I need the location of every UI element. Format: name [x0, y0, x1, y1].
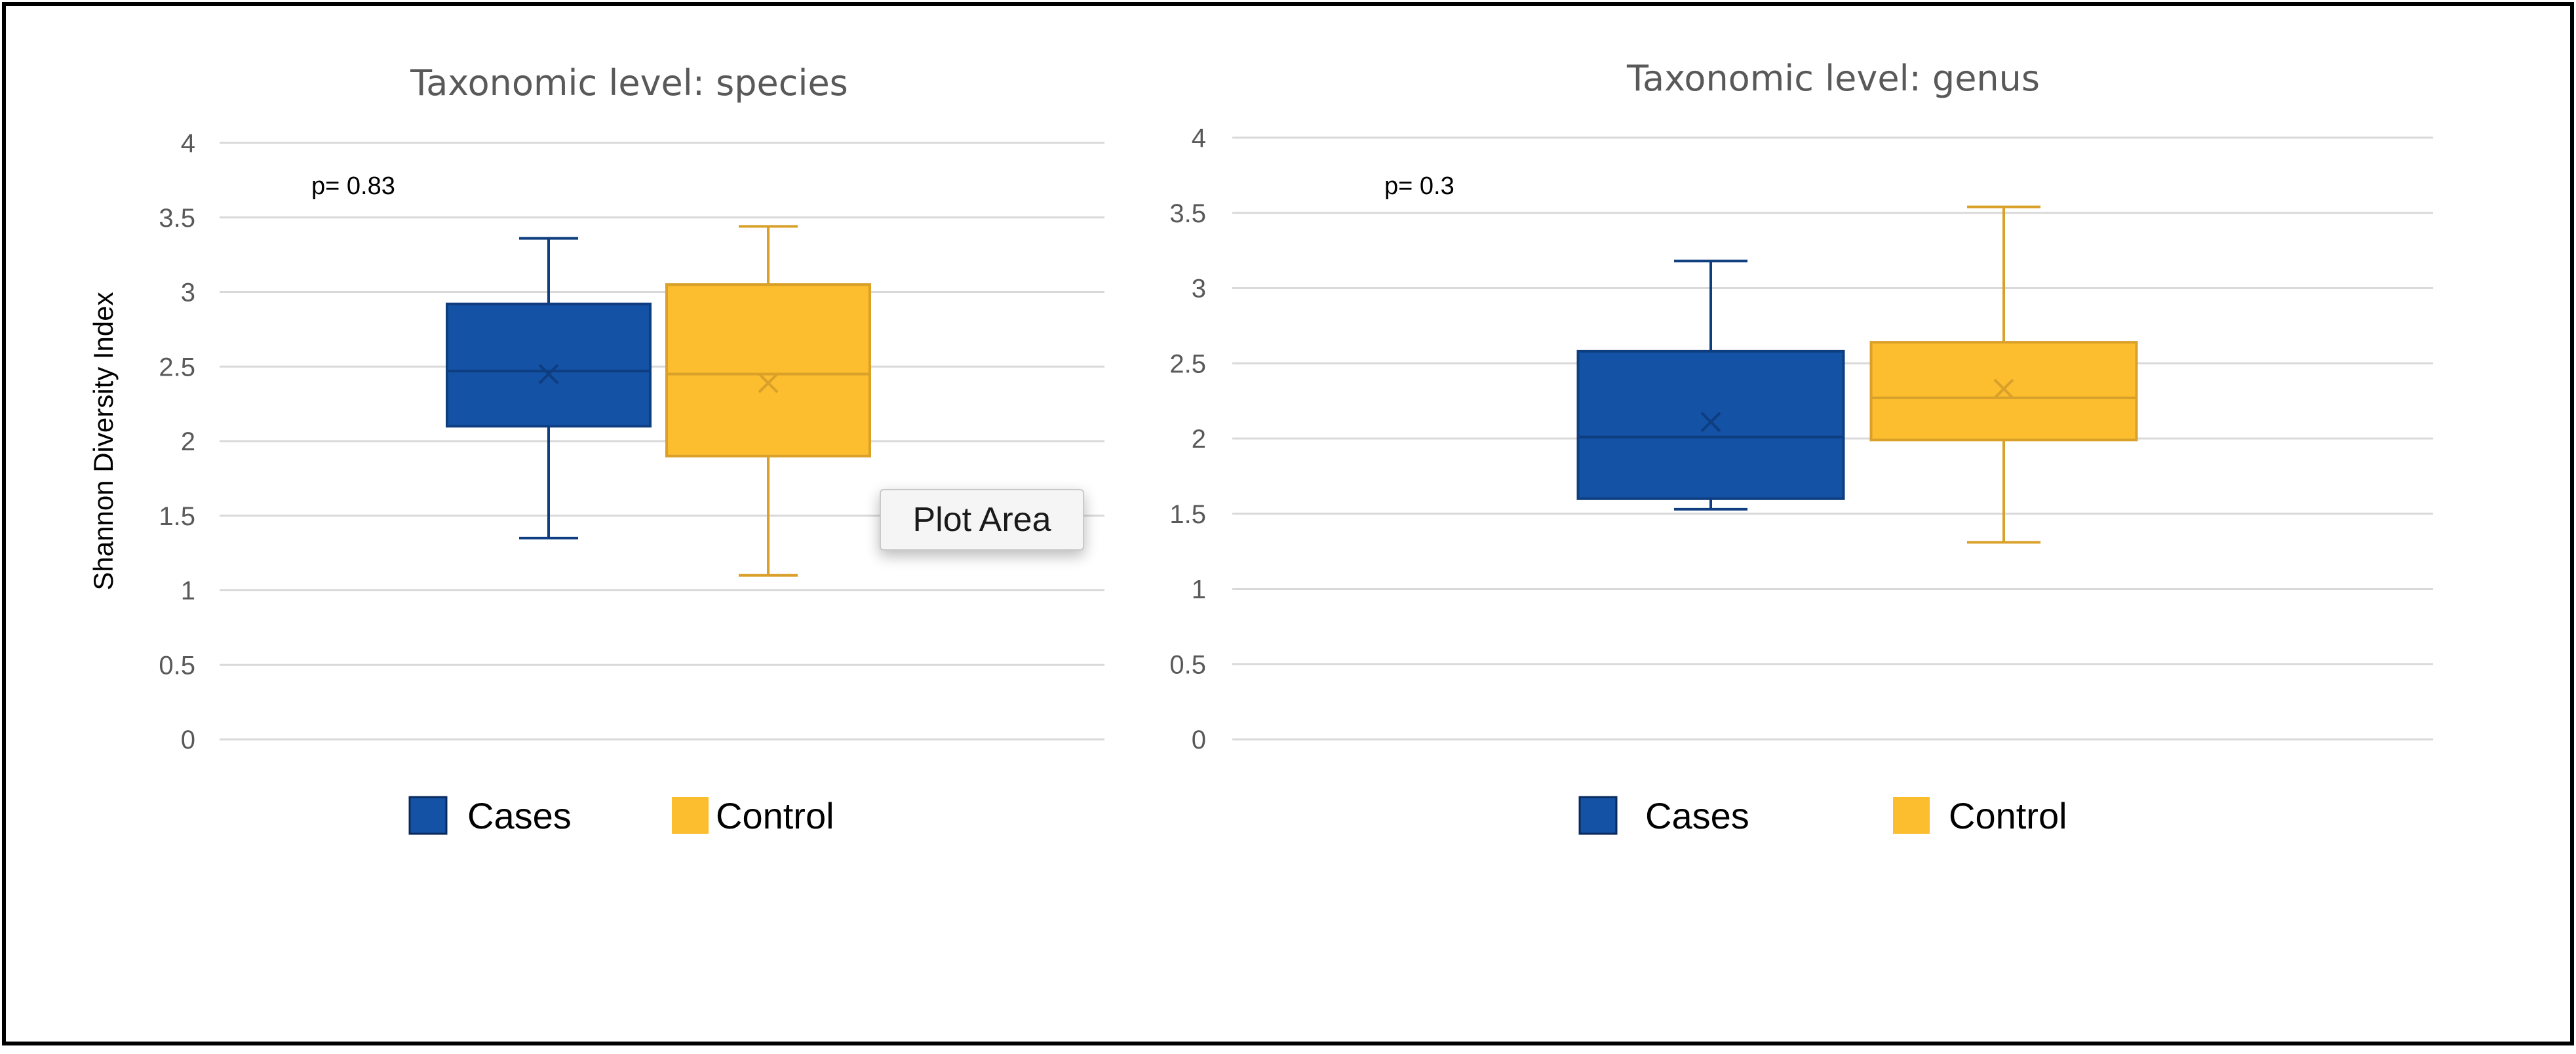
y-tick-label: 0 — [1192, 726, 1206, 754]
legend-swatch-cases — [408, 796, 448, 835]
y-tick-label: 3.5 — [159, 204, 195, 233]
y-tick-label: 2.5 — [1169, 349, 1206, 378]
legend-label-cases: Cases — [467, 795, 572, 836]
y-tick-label: 1 — [1192, 576, 1206, 604]
y-tick-label: 4 — [1192, 124, 1206, 153]
y-tick-label: 3 — [1192, 275, 1206, 303]
series-control-mean-marker — [758, 372, 779, 393]
series-cases-mean-marker — [538, 364, 559, 385]
legend-label-control: Control — [716, 795, 834, 836]
series-cases-box — [1576, 349, 1845, 500]
y-tick-label: 2.5 — [159, 353, 195, 381]
y-tick-label: 3.5 — [1169, 199, 1206, 228]
legend-swatch-cases — [1578, 796, 1618, 835]
y-tick-label: 1.5 — [159, 502, 195, 531]
series-control-box — [665, 283, 871, 458]
series-cases-box — [446, 302, 652, 428]
series-control-box — [1869, 341, 2138, 442]
legend-label-cases: Cases — [1645, 795, 1749, 836]
y-tick-label: 2 — [1192, 425, 1206, 454]
chart-title: Taxonomic level: species — [410, 62, 848, 104]
plot-area-tooltip: Plot Area — [880, 489, 1084, 551]
y-tick-label: 1 — [181, 577, 195, 606]
legend-swatch-control — [672, 797, 709, 834]
series-control-mean-marker — [1993, 378, 2014, 399]
y-tick-label: 2 — [181, 427, 195, 456]
y-tick-label: 3 — [181, 279, 195, 307]
chart-title: Taxonomic level: genus — [1626, 58, 2040, 99]
y-tick-label: 4 — [181, 129, 195, 158]
legend-label-control: Control — [1949, 795, 2067, 836]
p-value-annotation: p= 0.83 — [311, 172, 395, 200]
y-tick-label: 0.5 — [1169, 650, 1206, 679]
y-axis-label: Shannon Diversity Index — [88, 292, 119, 590]
y-tick-label: 1.5 — [1169, 500, 1206, 529]
y-tick-label: 0 — [181, 726, 195, 754]
series-cases-mean-marker — [1700, 412, 1721, 433]
legend-swatch-control — [1893, 797, 1930, 834]
p-value-annotation: p= 0.3 — [1384, 172, 1454, 200]
y-tick-label: 0.5 — [159, 651, 195, 680]
